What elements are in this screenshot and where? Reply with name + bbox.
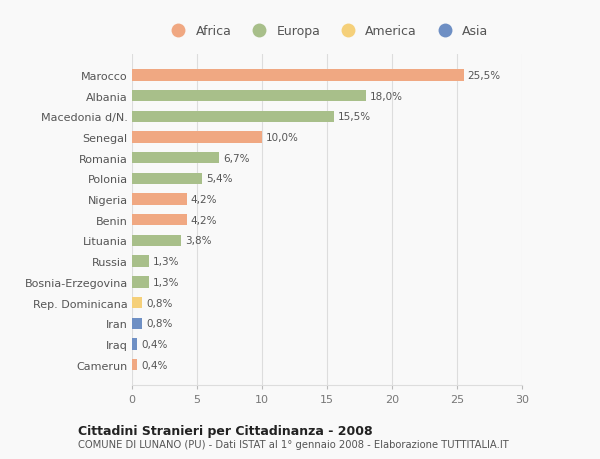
Legend: Africa, Europa, America, Asia: Africa, Europa, America, Asia	[162, 22, 492, 42]
Bar	[132, 256, 149, 267]
Bar	[132, 339, 137, 350]
Text: COMUNE DI LUNANO (PU) - Dati ISTAT al 1° gennaio 2008 - Elaborazione TUTTITALIA.: COMUNE DI LUNANO (PU) - Dati ISTAT al 1°…	[78, 440, 509, 449]
Bar	[132, 153, 219, 164]
Bar	[132, 194, 187, 205]
Bar	[132, 132, 262, 143]
Text: 0,4%: 0,4%	[141, 360, 167, 370]
Bar	[132, 297, 142, 308]
Text: 0,4%: 0,4%	[141, 339, 167, 349]
Bar	[132, 318, 142, 329]
Text: 1,3%: 1,3%	[153, 257, 179, 267]
Bar	[132, 91, 366, 102]
Text: 5,4%: 5,4%	[206, 174, 233, 184]
Text: 25,5%: 25,5%	[467, 71, 500, 81]
Text: 0,8%: 0,8%	[146, 298, 173, 308]
Text: 6,7%: 6,7%	[223, 153, 250, 163]
Text: 10,0%: 10,0%	[266, 133, 299, 143]
Bar	[132, 277, 149, 288]
Text: 0,8%: 0,8%	[146, 319, 173, 329]
Text: Cittadini Stranieri per Cittadinanza - 2008: Cittadini Stranieri per Cittadinanza - 2…	[78, 424, 373, 437]
Text: 3,8%: 3,8%	[185, 236, 212, 246]
Text: 15,5%: 15,5%	[337, 112, 371, 122]
Bar	[132, 215, 187, 226]
Text: 4,2%: 4,2%	[191, 215, 217, 225]
Bar	[132, 174, 202, 185]
Text: 4,2%: 4,2%	[191, 195, 217, 205]
Bar	[132, 70, 464, 81]
Text: 1,3%: 1,3%	[153, 277, 179, 287]
Bar	[132, 359, 137, 370]
Bar	[132, 235, 181, 246]
Text: 18,0%: 18,0%	[370, 91, 403, 101]
Bar	[132, 112, 334, 123]
